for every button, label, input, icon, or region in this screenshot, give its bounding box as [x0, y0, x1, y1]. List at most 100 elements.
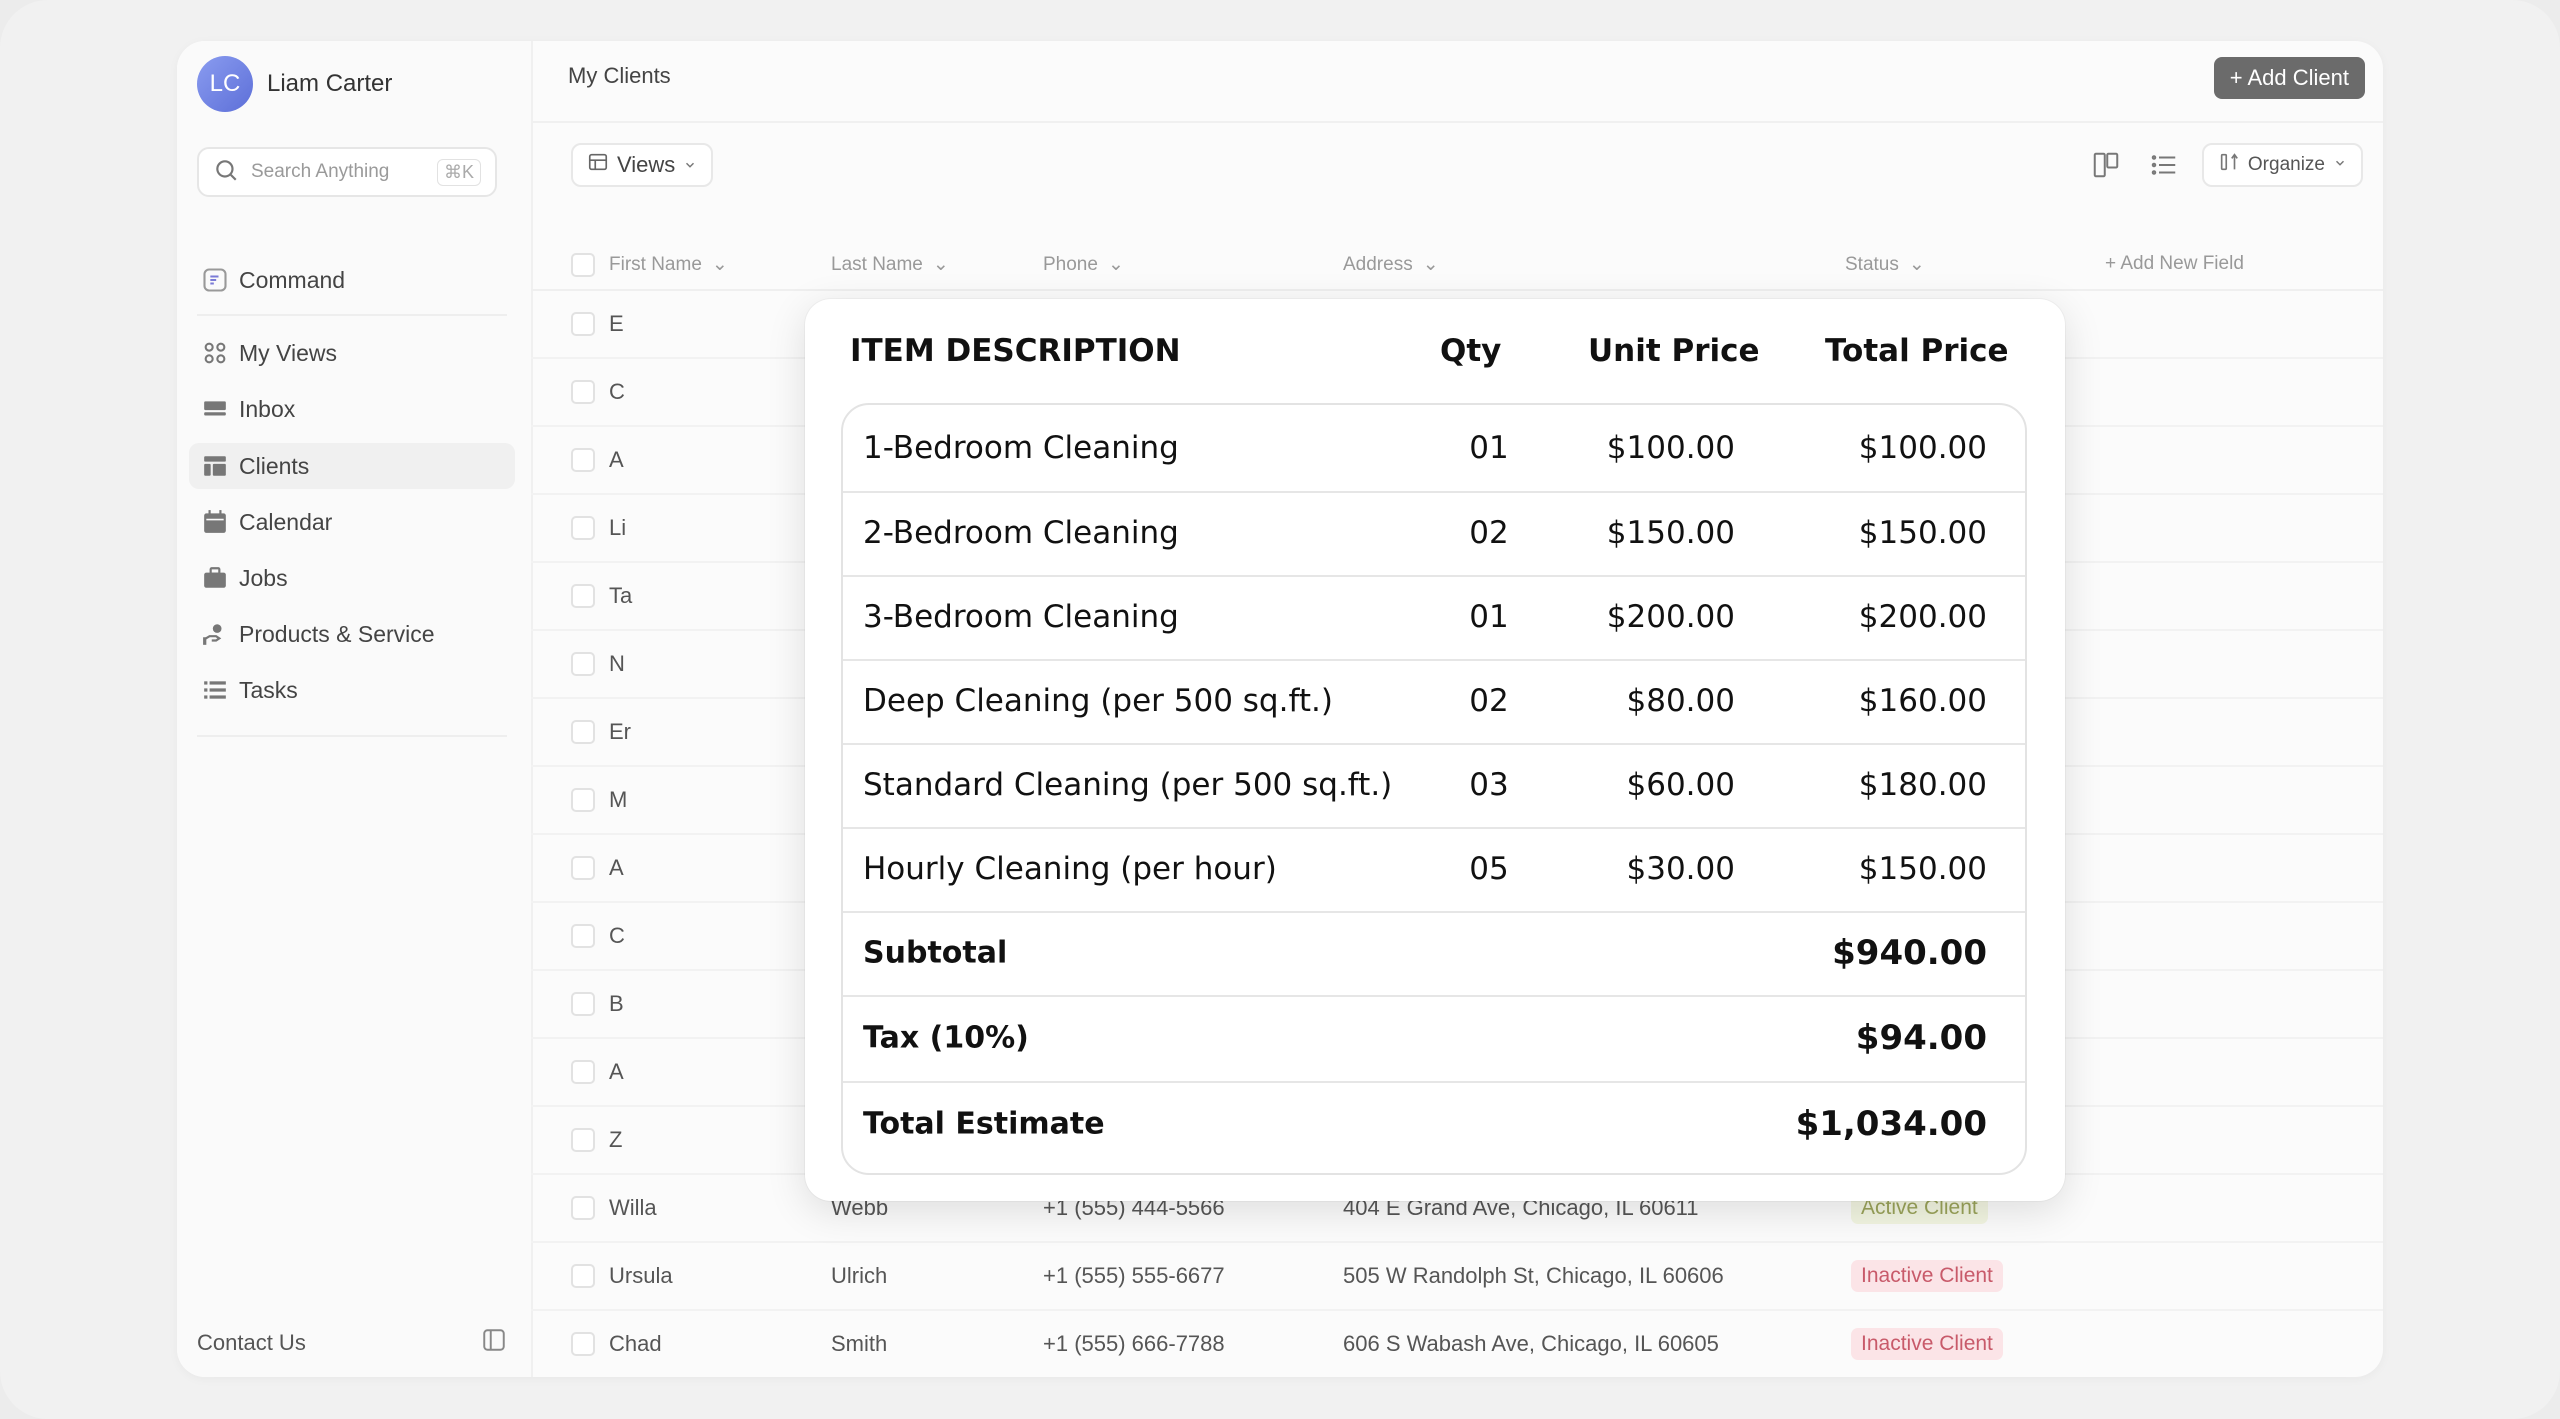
list-view-icon[interactable] [2144, 145, 2184, 185]
estimate-row: Standard Cleaning (per 500 sq.ft.) 03 $60.… [843, 743, 2025, 829]
command-button[interactable]: Command [189, 257, 515, 303]
item-total-price: $160.00 [1858, 683, 1987, 719]
row-checkbox[interactable] [571, 992, 595, 1016]
item-description: Hourly Cleaning (per hour) [863, 851, 1277, 887]
item-total-price: $200.00 [1858, 599, 1987, 635]
estimate-row: Deep Cleaning (per 500 sq.ft.) 02 $80.00 $1… [843, 659, 2025, 745]
sidebar-item-clients[interactable]: Clients [189, 443, 515, 489]
sidebar-item-label: Calendar [239, 508, 333, 535]
table-icon [201, 452, 229, 480]
item-unit-price: $200.00 [1606, 599, 1735, 635]
cell-address: 505 W Randolph St, Chicago, IL 60606 [1343, 1263, 1724, 1288]
table-row[interactable]: Ursula Ulrich +1 (555) 555-6677 505 W Rando… [531, 1243, 2383, 1311]
header-unit-price: Unit Price [1588, 333, 1760, 369]
row-checkbox[interactable] [571, 1332, 595, 1356]
search-shortcut: ⌘K [436, 158, 481, 186]
header-divider [531, 121, 2383, 123]
search-placeholder: Search Anything [251, 161, 390, 182]
organize-dropdown[interactable]: Organize [2201, 143, 2363, 187]
row-checkbox[interactable] [571, 448, 595, 472]
sidebar-item-label: Jobs [239, 564, 288, 591]
cell-first-name: E [609, 311, 624, 336]
sidebar-item-products[interactable]: Products & Service [189, 611, 515, 657]
row-checkbox[interactable] [571, 1264, 595, 1288]
tax-label: Tax (10%) [863, 1020, 1029, 1056]
cell-first-name: Willa [609, 1195, 657, 1220]
row-checkbox[interactable] [571, 1060, 595, 1084]
cell-first-name: Z [609, 1127, 623, 1152]
column-first-name[interactable]: First Name ⌄ [609, 253, 728, 276]
sidebar-item-inbox[interactable]: Inbox [189, 386, 515, 432]
table-row[interactable]: Chad Smith +1 (555) 666-7788 606 S Wabash A… [531, 1311, 2383, 1377]
status-badge: Inactive Client [1851, 1328, 2003, 1360]
cell-first-name: C [609, 923, 625, 948]
row-checkbox[interactable] [571, 1196, 595, 1220]
cell-first-name: B [609, 991, 624, 1016]
select-all-checkbox[interactable] [571, 253, 595, 277]
views-dropdown[interactable]: Views [571, 143, 714, 187]
cell-first-name: A [609, 855, 624, 880]
sidebar-item-calendar[interactable]: Calendar [189, 499, 515, 545]
cell-first-name: N [609, 651, 625, 676]
cell-address: 606 S Wabash Ave, Chicago, IL 60605 [1343, 1331, 1719, 1356]
inbox-icon [201, 395, 229, 423]
column-phone[interactable]: Phone ⌄ [1043, 253, 1124, 276]
row-checkbox[interactable] [571, 720, 595, 744]
chevron-down-icon: ⌄ [711, 254, 728, 275]
command-icon [201, 266, 229, 294]
toolbar-right: Organize [2086, 143, 2363, 187]
row-checkbox[interactable] [571, 856, 595, 880]
user-profile[interactable]: LC Liam Carter [197, 56, 392, 112]
add-new-field-button[interactable]: + Add New Field [2105, 253, 2244, 274]
cell-first-name: M [609, 787, 628, 812]
estimate-row: 1-Bedroom Cleaning 01 $100.00 $100.00 [843, 405, 2025, 493]
item-description: Deep Cleaning (per 500 sq.ft.) [863, 683, 1333, 719]
row-checkbox[interactable] [571, 788, 595, 812]
row-checkbox[interactable] [571, 380, 595, 404]
row-checkbox[interactable] [571, 584, 595, 608]
row-checkbox[interactable] [571, 312, 595, 336]
item-unit-price: $150.00 [1606, 515, 1735, 551]
item-qty: 01 [1469, 599, 1509, 635]
cell-last-name: Smith [831, 1331, 888, 1356]
estimate-modal: ITEM DESCRIPTION Qty Unit Price Total Pr… [805, 299, 2065, 1201]
item-total-price: $100.00 [1858, 430, 1987, 466]
add-client-button[interactable]: + Add Client [2213, 57, 2365, 99]
sidebar-divider [197, 314, 507, 316]
table-icon [587, 151, 609, 179]
estimate-row: 3-Bedroom Cleaning 01 $200.00 $200.00 [843, 575, 2025, 661]
contact-us-link[interactable]: Contact Us [197, 1330, 306, 1355]
sidebar-item-my-views[interactable]: My Views [189, 330, 515, 376]
sidebar-item-label: My Views [239, 339, 337, 366]
sidebar-item-tasks[interactable]: Tasks [189, 667, 515, 713]
sidebar-toggle-icon[interactable] [481, 1327, 507, 1359]
row-checkbox[interactable] [571, 924, 595, 948]
item-description: 1-Bedroom Cleaning [863, 430, 1179, 466]
item-unit-price: $60.00 [1626, 767, 1735, 803]
column-address[interactable]: Address ⌄ [1343, 253, 1439, 276]
column-last-name[interactable]: Last Name ⌄ [831, 253, 949, 276]
row-checkbox[interactable] [571, 1128, 595, 1152]
cell-phone: +1 (555) 555-6677 [1043, 1263, 1225, 1288]
cell-phone: +1 (555) 666-7788 [1043, 1331, 1225, 1356]
sidebar-item-label: Products & Service [239, 620, 435, 647]
search-input[interactable]: Search Anything ⌘K [197, 147, 497, 197]
page-title: My Clients [568, 63, 671, 88]
item-qty: 02 [1469, 515, 1509, 551]
board-view-icon[interactable] [2086, 145, 2126, 185]
chevron-down-icon [2333, 154, 2347, 176]
item-qty: 02 [1469, 683, 1509, 719]
row-checkbox[interactable] [571, 652, 595, 676]
row-checkbox[interactable] [571, 516, 595, 540]
chevron-down-icon: ⌄ [1107, 254, 1124, 275]
item-total-price: $150.00 [1858, 515, 1987, 551]
calendar-icon [201, 508, 229, 536]
item-qty: 05 [1469, 851, 1509, 887]
list-icon [201, 676, 229, 704]
column-status[interactable]: Status ⌄ [1845, 253, 1925, 276]
item-unit-price: $30.00 [1626, 851, 1735, 887]
sidebar-item-jobs[interactable]: Jobs [189, 555, 515, 601]
avatar: LC [197, 56, 253, 112]
cell-first-name: Ursula [609, 1263, 673, 1288]
